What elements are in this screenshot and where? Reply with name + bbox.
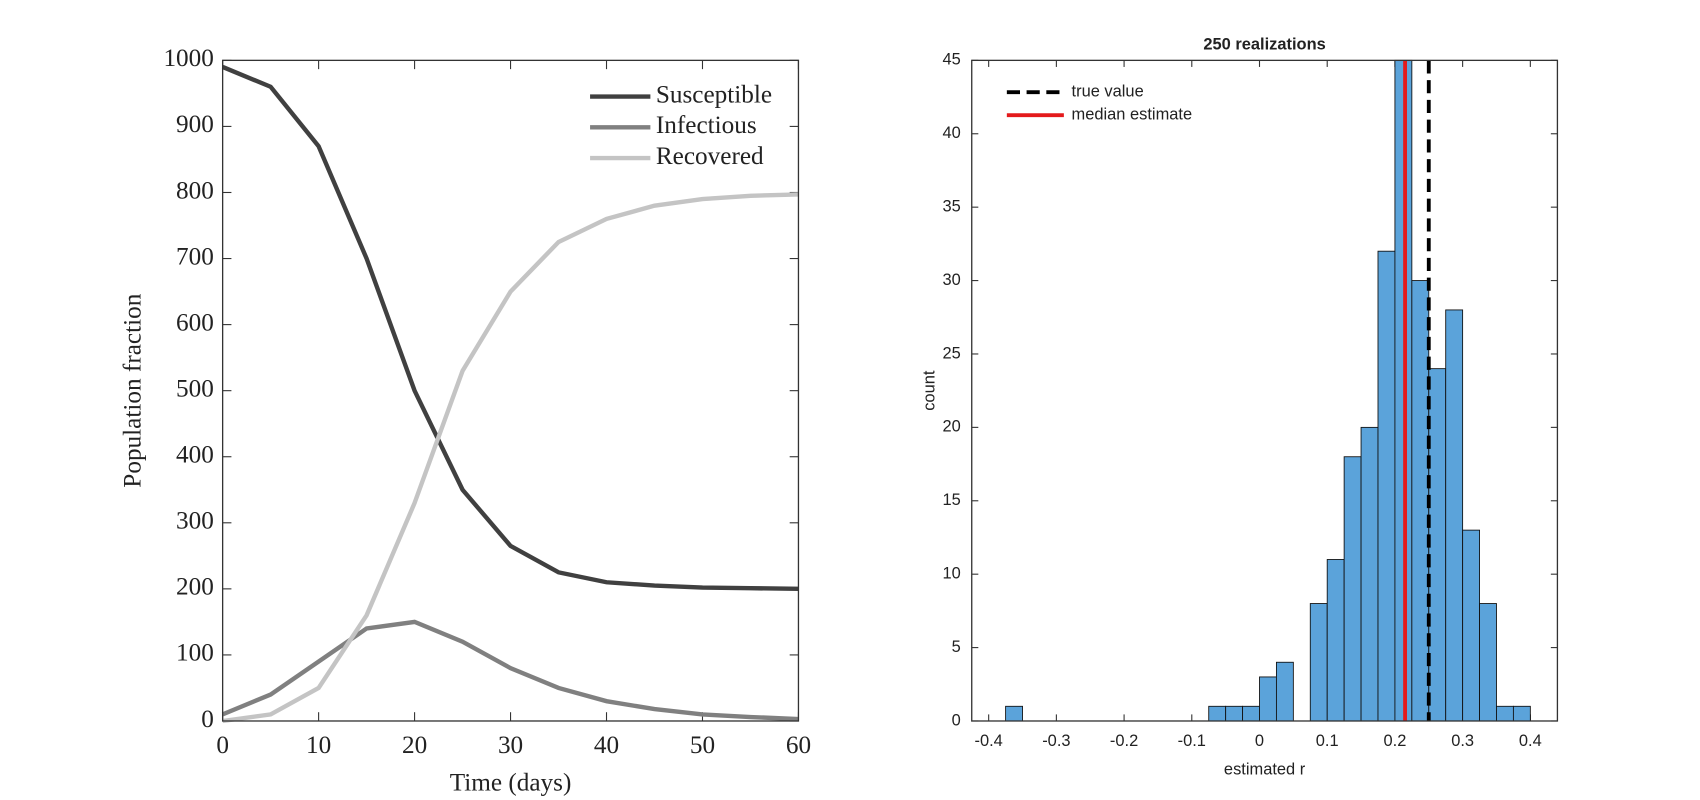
y-tick-label: 500 — [176, 375, 214, 402]
x-axis-label: estimated r — [1224, 761, 1306, 779]
y-tick-label: 0 — [952, 711, 961, 729]
y-tick-label: 400 — [176, 442, 214, 469]
y-tick-label: 1000 — [163, 45, 213, 72]
histogram-bar — [1479, 603, 1497, 722]
x-axis-label: Time (days) — [450, 769, 572, 796]
y-axis-label: Population fraction — [120, 293, 147, 487]
x-tick-label: 50 — [690, 732, 715, 759]
histogram-bar — [1428, 368, 1447, 722]
x-tick-label: 20 — [402, 732, 427, 759]
y-tick-label: 30 — [942, 271, 960, 289]
histogram-bar — [1242, 705, 1260, 722]
y-tick-label: 0 — [201, 706, 214, 733]
legend-label: true value — [1072, 83, 1144, 101]
histogram-bar — [1512, 705, 1531, 722]
x-tick-label: 40 — [594, 732, 619, 759]
y-tick-label: 800 — [176, 177, 214, 204]
x-tick-label: 10 — [306, 732, 331, 759]
axes-frame — [221, 59, 800, 722]
histogram-bar — [1326, 559, 1345, 722]
x-tick-label: 0 — [216, 732, 229, 759]
y-tick-label: 5 — [952, 638, 961, 656]
histogram-bar — [1309, 603, 1328, 722]
y-tick-label: 900 — [176, 111, 214, 138]
histogram-bar — [1005, 705, 1023, 722]
x-tick-label: 0.2 — [1383, 732, 1406, 750]
y-tick-label: 40 — [942, 124, 960, 142]
left-panel: 0 10 20 30 40 50 60010020030040050060070080090… — [120, 45, 811, 796]
series-line — [221, 619, 799, 722]
x-tick-label: 0.3 — [1451, 732, 1474, 750]
histogram-bar — [1445, 309, 1464, 722]
histogram-bar — [1208, 705, 1227, 722]
y-tick-label: 300 — [176, 508, 214, 535]
x-tick-label: -0.1 — [1178, 732, 1206, 750]
right-panel: -0.4 -0.3 -0.2 -0.1 0 0.1 0.2 0.3 0.4 0 5 10 15 20 25 3… — [920, 35, 1559, 779]
histogram-bar — [1377, 250, 1396, 722]
histogram-bar — [1225, 705, 1244, 722]
histogram-bar — [1496, 705, 1514, 722]
y-tick-label: 35 — [942, 198, 960, 216]
histogram-bar — [1360, 426, 1379, 722]
x-tick-label: -0.4 — [975, 732, 1003, 750]
legend-label: Recovered — [656, 143, 764, 170]
x-tick-label: 60 — [786, 732, 811, 759]
chart-title: 250 realizations — [1203, 35, 1325, 53]
x-tick-label: 0.1 — [1316, 732, 1339, 750]
x-tick-label: 30 — [498, 732, 523, 759]
y-tick-label: 700 — [176, 243, 214, 270]
legend-label: Infectious — [656, 112, 757, 139]
histogram-bar — [1259, 676, 1277, 722]
y-tick-label: 200 — [176, 574, 214, 601]
x-tick-label: -0.3 — [1042, 732, 1070, 750]
x-tick-label: 0 — [1255, 732, 1264, 750]
y-tick-label: 20 — [942, 418, 960, 436]
series-line — [221, 64, 799, 592]
x-tick-label: 0.4 — [1519, 732, 1542, 750]
legend-label: median estimate — [1072, 106, 1193, 124]
y-tick-label: 100 — [176, 640, 214, 667]
histogram-bar — [1343, 456, 1362, 722]
histogram-bar — [1462, 529, 1480, 722]
axes-frame — [971, 59, 1559, 722]
x-tick-label: -0.2 — [1110, 732, 1138, 750]
legend-label: Susceptible — [656, 81, 772, 108]
y-tick-label: 15 — [942, 491, 960, 509]
y-axis-label: count — [920, 370, 938, 411]
y-tick-label: 600 — [176, 309, 214, 336]
y-tick-label: 45 — [942, 51, 960, 69]
histogram-bar — [1275, 661, 1294, 722]
y-tick-label: 10 — [942, 565, 960, 583]
y-tick-label: 25 — [942, 344, 960, 362]
histogram-bar — [1411, 280, 1430, 722]
series-line — [222, 192, 799, 724]
